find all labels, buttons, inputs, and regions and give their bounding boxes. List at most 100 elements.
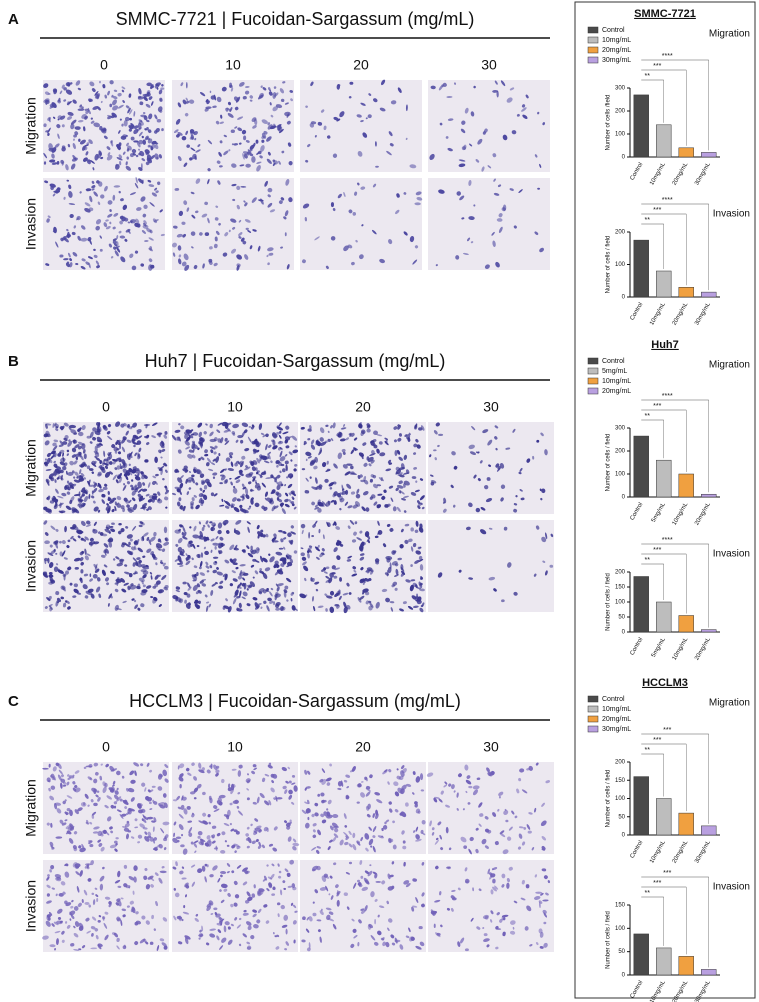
cell	[518, 189, 523, 193]
cell	[476, 926, 481, 930]
cell	[506, 882, 510, 889]
cell	[378, 905, 385, 909]
cell	[146, 762, 150, 767]
cell	[52, 766, 57, 772]
y-tick-label: 0	[622, 155, 626, 161]
cell	[494, 425, 499, 429]
cell	[191, 477, 195, 484]
cell	[246, 891, 251, 897]
cell	[116, 937, 120, 943]
cell	[354, 521, 358, 525]
cell	[65, 921, 68, 924]
cell	[184, 433, 189, 439]
cell	[534, 154, 538, 158]
cell	[94, 91, 99, 96]
cell	[180, 82, 184, 87]
cell	[128, 468, 133, 473]
cell	[95, 219, 102, 225]
cell	[74, 131, 79, 136]
cell	[263, 875, 268, 881]
cell	[506, 97, 513, 103]
cell	[301, 939, 306, 943]
cell	[421, 862, 425, 866]
cell	[104, 911, 109, 915]
cell	[195, 504, 200, 510]
cell	[69, 500, 73, 505]
cell	[284, 460, 289, 465]
cell	[244, 254, 249, 260]
cell	[137, 841, 141, 844]
cell	[270, 873, 275, 880]
cell	[233, 593, 239, 598]
cell	[125, 430, 129, 436]
cell	[498, 795, 501, 799]
cell	[237, 584, 241, 589]
cell	[247, 896, 253, 902]
cell	[273, 797, 276, 800]
cell	[499, 462, 505, 469]
cell	[314, 504, 319, 508]
cell	[240, 185, 247, 188]
cell	[305, 928, 310, 933]
cell	[314, 134, 317, 138]
cell	[305, 105, 308, 108]
cell	[92, 436, 97, 441]
cell	[219, 482, 223, 485]
cell	[271, 489, 276, 494]
cell	[51, 450, 55, 454]
cell	[256, 524, 260, 530]
cell	[317, 121, 323, 126]
cell	[350, 432, 355, 437]
cell	[56, 808, 62, 814]
cell	[204, 876, 207, 883]
cell	[182, 911, 190, 915]
cell	[103, 543, 109, 548]
cell	[348, 592, 352, 595]
cell	[232, 800, 239, 804]
cell	[66, 101, 70, 106]
bar	[678, 473, 694, 498]
y-tick-label: 300	[615, 86, 626, 92]
cell	[390, 100, 397, 105]
column-label: 20	[353, 57, 369, 73]
cell	[319, 778, 324, 783]
cell	[493, 192, 500, 196]
cell	[229, 84, 233, 88]
cell	[541, 488, 546, 494]
cell	[416, 596, 422, 602]
cell	[269, 499, 274, 504]
cell	[66, 234, 71, 238]
cell	[77, 87, 81, 91]
cell	[544, 532, 548, 540]
cell	[516, 788, 520, 794]
cell	[314, 506, 320, 510]
cell	[279, 568, 283, 573]
cell	[227, 101, 232, 106]
cell	[94, 153, 99, 161]
y-tick-label: 200	[615, 760, 626, 766]
cell	[254, 570, 259, 575]
cell	[65, 812, 69, 816]
cell	[137, 435, 143, 439]
cell	[482, 914, 489, 920]
cell	[205, 106, 212, 110]
cell	[268, 451, 271, 455]
cell	[98, 593, 102, 598]
cell	[478, 888, 482, 892]
cell	[280, 904, 285, 910]
cell	[381, 827, 384, 832]
cell	[131, 437, 135, 444]
cell	[68, 439, 71, 442]
cell	[149, 769, 153, 773]
cell	[84, 555, 89, 561]
cell	[66, 545, 70, 549]
cell	[175, 589, 180, 593]
cell	[46, 452, 51, 458]
cell	[65, 89, 73, 95]
cell	[90, 926, 96, 930]
cell	[44, 540, 50, 545]
cell	[149, 571, 153, 575]
cell	[265, 589, 270, 592]
cell	[186, 207, 190, 212]
x-tick-label: 20mg/mL	[694, 501, 712, 526]
